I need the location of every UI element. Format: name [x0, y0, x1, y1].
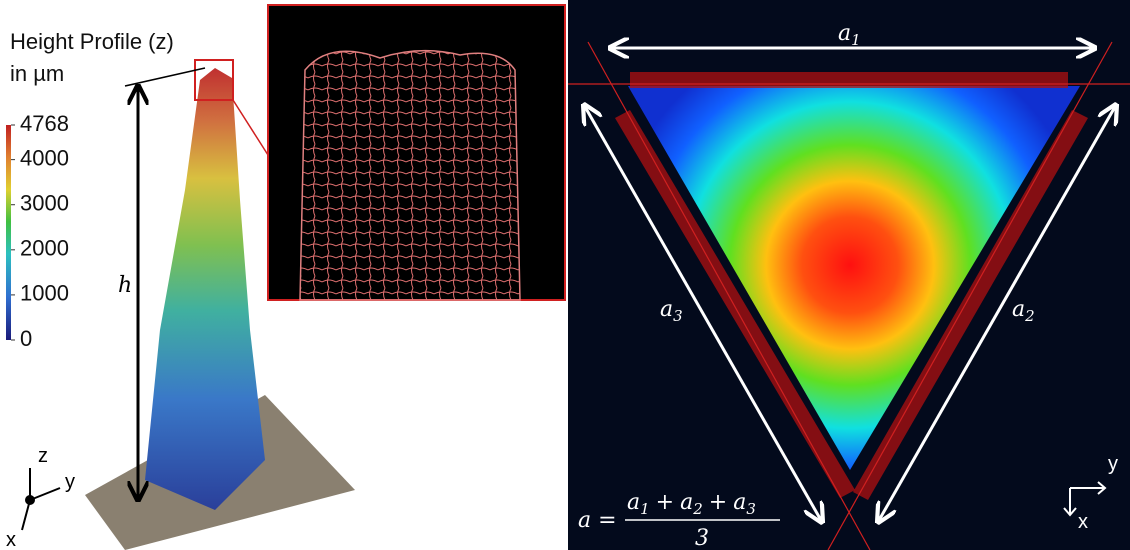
colorbar-tick-label: 1000 [20, 281, 69, 306]
axis-y: y [65, 471, 75, 493]
colorbar-tick-label: 4768 [20, 111, 69, 136]
colorbar-tick-label: 2000 [20, 236, 69, 261]
side-symbol: a [838, 21, 851, 46]
side-symbol: a [1012, 297, 1025, 322]
colorbar-tick-label: 3000 [20, 191, 69, 216]
side-symbol: a [660, 297, 673, 322]
axis-y: y [1108, 453, 1118, 475]
side-subscript: 3 [673, 307, 683, 325]
axis-z: z [38, 445, 48, 467]
term-sub: 3 [746, 500, 756, 518]
plus: + [709, 490, 727, 515]
colorbar: 0 1000 2000 3000 4000 4768 [6, 111, 69, 351]
inset [267, 4, 566, 301]
formula-numerator: a1 + a2 + a3 [627, 490, 756, 518]
axis-x: x [6, 529, 16, 550]
axis-x: x [1078, 511, 1088, 533]
zoom-box [194, 59, 234, 101]
height-label: h [118, 273, 132, 298]
side-subscript: 2 [1024, 307, 1035, 325]
colorbar-tick-label: 0 [20, 326, 32, 351]
term: a [627, 490, 640, 515]
side-arrows [584, 48, 1116, 522]
equals: = [598, 508, 616, 533]
plus: + [656, 490, 674, 515]
axes-triad [21, 468, 61, 531]
term-sub: 2 [692, 500, 703, 518]
left-panel: h Height Profile (z) in µm 0 1000 2000 3000… [6, 29, 355, 550]
formula-denominator: 3 [695, 526, 709, 550]
term: a [680, 490, 693, 515]
peak [145, 68, 265, 510]
zoom-line [232, 99, 269, 156]
colorbar-unit: in µm [10, 61, 64, 86]
mesh-surface [299, 49, 521, 301]
colorbar-scale [6, 125, 11, 340]
side-label: a2 [1012, 297, 1035, 325]
lhs: a [578, 508, 591, 533]
term-sub: 1 [640, 500, 650, 518]
height-ref-line [124, 67, 206, 87]
side-label: a3 [660, 297, 683, 325]
side-label: a1 [838, 21, 861, 49]
colorbar-tick-label: 4000 [20, 145, 69, 170]
term: a [733, 490, 746, 515]
formula-lhs: a = [578, 508, 617, 533]
side-subscript: 1 [851, 31, 861, 49]
axes-triad-right [1063, 481, 1107, 517]
colorbar-title: Height Profile (z) [10, 29, 174, 54]
